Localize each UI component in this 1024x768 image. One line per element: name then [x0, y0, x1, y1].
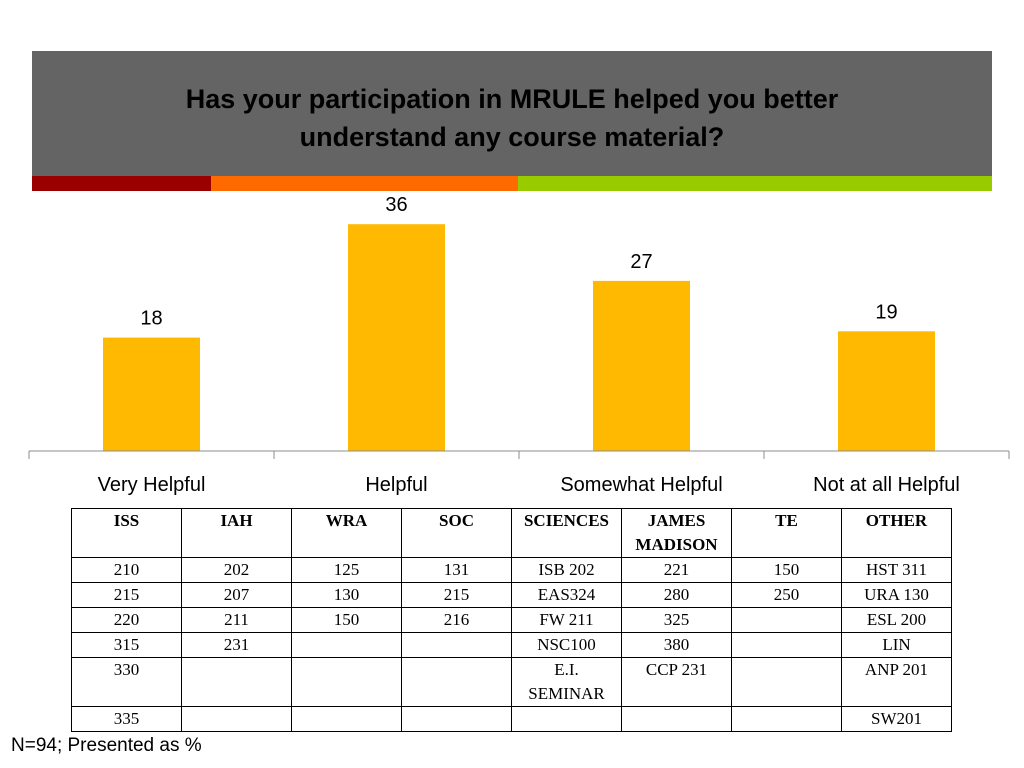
table-cell: ISB 202	[511, 557, 622, 583]
table-cell	[181, 657, 292, 707]
title-banner: Has your participation in MRULE helped y…	[32, 51, 992, 176]
table-cell	[731, 607, 842, 633]
table-cell: 150	[731, 557, 842, 583]
table-cell	[621, 706, 732, 732]
bar-0	[103, 337, 200, 451]
table-cell: CCP 231	[621, 657, 732, 707]
table-body: 210 202 125 131 ISB 202 221 150 HST 311 215 207 13…	[71, 557, 952, 732]
table-cell: URA 130	[841, 582, 952, 608]
accent-stripe-red	[32, 176, 211, 191]
course-table: ISS IAH WRA SOC SCIENCES JAMES MADISON TE OTHER…	[71, 508, 952, 732]
table-cell	[401, 632, 512, 658]
table-header-row: ISS IAH WRA SOC SCIENCES JAMES MADISON TE OTHER	[71, 508, 952, 558]
category-label-3: Not at all Helpful	[813, 474, 960, 496]
data-label-2: 27	[630, 251, 652, 273]
data-label-1: 36	[385, 194, 407, 216]
table-cell: 150	[291, 607, 402, 633]
table-header-cell: IAH	[181, 508, 292, 558]
table-header-cell: JAMES MADISON	[621, 508, 732, 558]
table-cell: 215	[401, 582, 512, 608]
table-cell	[181, 706, 292, 732]
table-cell: EAS324	[511, 582, 622, 608]
table-header-cell: ISS	[71, 508, 182, 558]
table-cell: 131	[401, 557, 512, 583]
table-cell: ESL 200	[841, 607, 952, 633]
table-cell	[291, 706, 402, 732]
bar-chart: 18 Very Helpful 36 Helpful 27 Somewhat Helpfu…	[28, 194, 1010, 496]
table-cell: NSC100	[511, 632, 622, 658]
table-cell: SW201	[841, 706, 952, 732]
table-cell: 280	[621, 582, 732, 608]
accent-stripes	[32, 176, 992, 191]
table-cell: 330	[71, 657, 182, 707]
table-cell: 207	[181, 582, 292, 608]
table-cell: HST 311	[841, 557, 952, 583]
data-label-3: 19	[875, 301, 897, 323]
table-row: 335 SW201	[71, 706, 952, 732]
table-header-cell: WRA	[291, 508, 402, 558]
category-label-1: Helpful	[365, 474, 427, 496]
table-cell: 211	[181, 607, 292, 633]
table-cell: 380	[621, 632, 732, 658]
table-cell	[401, 657, 512, 707]
accent-stripe-green	[518, 176, 992, 191]
table-header-cell: SCIENCES	[511, 508, 622, 558]
table-cell: 125	[291, 557, 402, 583]
table-cell: 335	[71, 706, 182, 732]
table-cell: 215	[71, 582, 182, 608]
bar-2	[593, 280, 690, 451]
footnote: N=94; Presented as %	[11, 735, 202, 756]
table-row: 215 207 130 215 EAS324 280 250 URA 130	[71, 582, 952, 608]
category-label-0: Very Helpful	[98, 474, 206, 496]
table-cell: 210	[71, 557, 182, 583]
table-header-cell: OTHER	[841, 508, 952, 558]
table-cell	[401, 706, 512, 732]
data-label-0: 18	[140, 308, 162, 330]
table-cell	[731, 706, 842, 732]
table-cell: 220	[71, 607, 182, 633]
accent-stripe-orange	[211, 176, 518, 191]
table-cell: 221	[621, 557, 732, 583]
table-cell	[731, 657, 842, 707]
chart-title: Has your participation in MRULE helped y…	[185, 83, 839, 152]
table-row: 210 202 125 131 ISB 202 221 150 HST 311	[71, 557, 952, 583]
table-cell: 130	[291, 582, 402, 608]
table-cell: FW 211	[511, 607, 622, 633]
table-cell: LIN	[841, 632, 952, 658]
table-header-cell: TE	[731, 508, 842, 558]
table-cell: 202	[181, 557, 292, 583]
category-label-2: Somewhat Helpful	[560, 474, 722, 496]
table-cell	[291, 632, 402, 658]
table-cell	[511, 706, 622, 732]
table-row: 220 211 150 216 FW 211 325 ESL 200	[71, 607, 952, 633]
table-cell: ANP 201	[841, 657, 952, 707]
table-cell: 315	[71, 632, 182, 658]
bar-3	[838, 331, 935, 451]
table-cell: 231	[181, 632, 292, 658]
table-cell	[291, 657, 402, 707]
table-cell: 250	[731, 582, 842, 608]
table-cell: E.I. SEMINAR	[511, 657, 622, 707]
table-row: 315 231 NSC100 380 LIN	[71, 632, 952, 658]
table-header-cell: SOC	[401, 508, 512, 558]
bar-1	[348, 224, 445, 451]
table-cell: 216	[401, 607, 512, 633]
table-cell	[731, 632, 842, 658]
table-cell: 325	[621, 607, 732, 633]
table-row: 330 E.I. SEMINAR CCP 231 ANP 201	[71, 657, 952, 707]
